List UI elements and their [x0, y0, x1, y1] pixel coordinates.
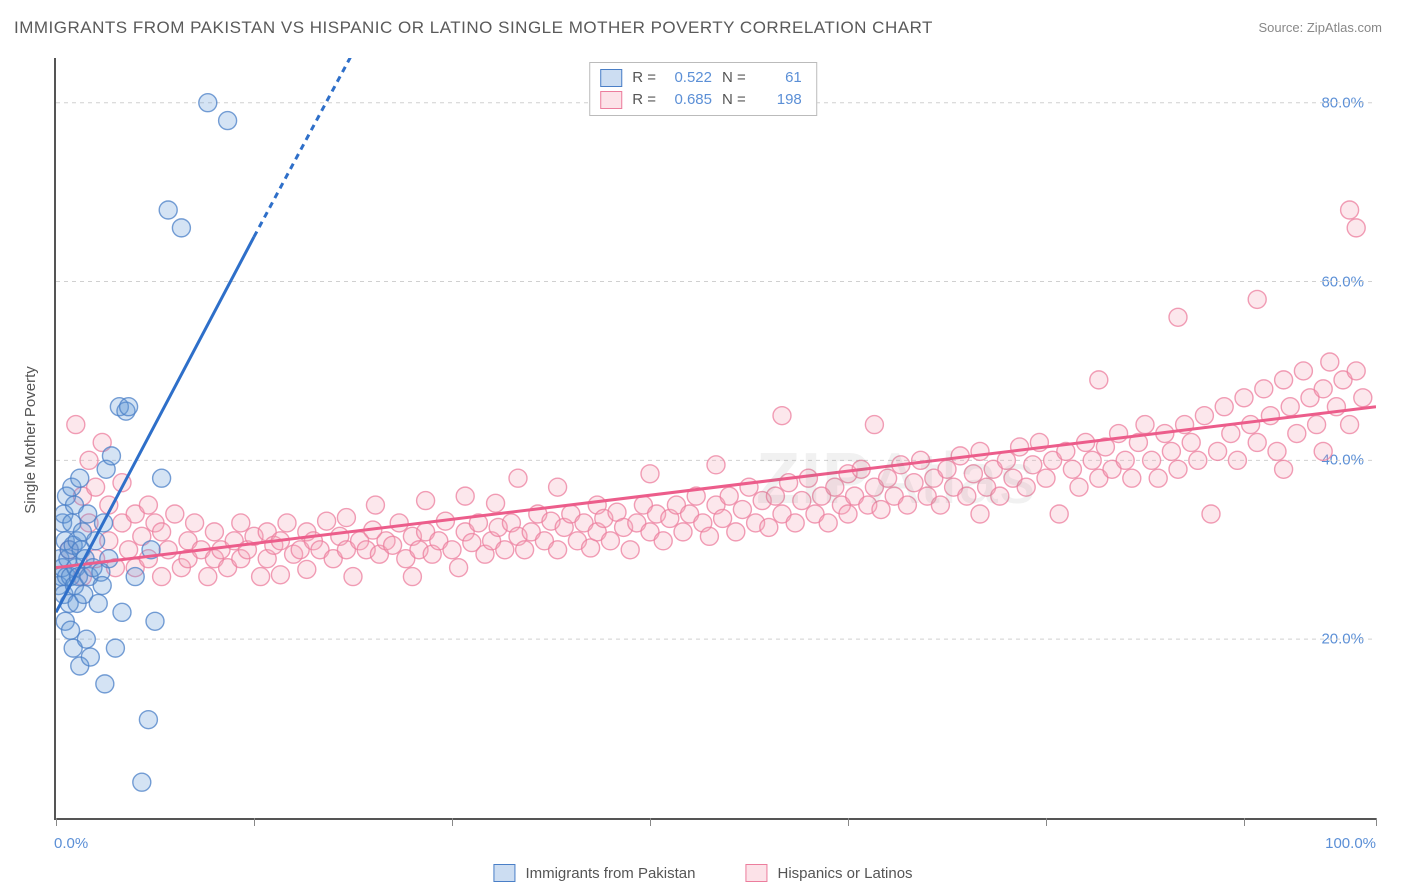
swatch-pink — [745, 864, 767, 882]
x-tick — [848, 818, 849, 826]
n-label: N = — [722, 89, 746, 111]
x-tick — [1046, 818, 1047, 826]
source-attribution: Source: ZipAtlas.com — [1258, 20, 1382, 35]
swatch-blue — [600, 69, 622, 87]
x-tick — [56, 818, 57, 826]
legend-label-pink: Hispanics or Latinos — [777, 865, 912, 882]
swatch-blue — [493, 864, 515, 882]
y-axis-label: Single Mother Poverty — [22, 366, 39, 514]
plot-area: ZIPAtlas 20.0%40.0%60.0%80.0% 0.0%100.0% — [54, 58, 1376, 820]
legend-row-pink: R = 0.685 N = 198 — [600, 89, 802, 111]
x-tick — [254, 818, 255, 826]
chart-svg — [56, 58, 1376, 818]
legend-item-blue: Immigrants from Pakistan — [493, 864, 695, 882]
x-tick — [452, 818, 453, 826]
x-tick — [650, 818, 651, 826]
n-value-blue: 61 — [756, 67, 802, 89]
r-value-blue: 0.522 — [666, 67, 712, 89]
legend-label-blue: Immigrants from Pakistan — [525, 865, 695, 882]
n-label: N = — [722, 67, 746, 89]
legend-correlation-box: R = 0.522 N = 61 R = 0.685 N = 198 — [589, 62, 817, 116]
swatch-pink — [600, 91, 622, 109]
r-label: R = — [632, 67, 656, 89]
legend-bottom: Immigrants from Pakistan Hispanics or La… — [493, 864, 912, 882]
x-tick-label: 100.0% — [1325, 835, 1376, 852]
chart-title: IMMIGRANTS FROM PAKISTAN VS HISPANIC OR … — [14, 18, 933, 38]
legend-item-pink: Hispanics or Latinos — [745, 864, 912, 882]
r-label: R = — [632, 89, 656, 111]
x-tick — [1376, 818, 1377, 826]
legend-row-blue: R = 0.522 N = 61 — [600, 67, 802, 89]
n-value-pink: 198 — [756, 89, 802, 111]
x-tick-label: 0.0% — [54, 835, 88, 852]
r-value-pink: 0.685 — [666, 89, 712, 111]
x-tick — [1244, 818, 1245, 826]
